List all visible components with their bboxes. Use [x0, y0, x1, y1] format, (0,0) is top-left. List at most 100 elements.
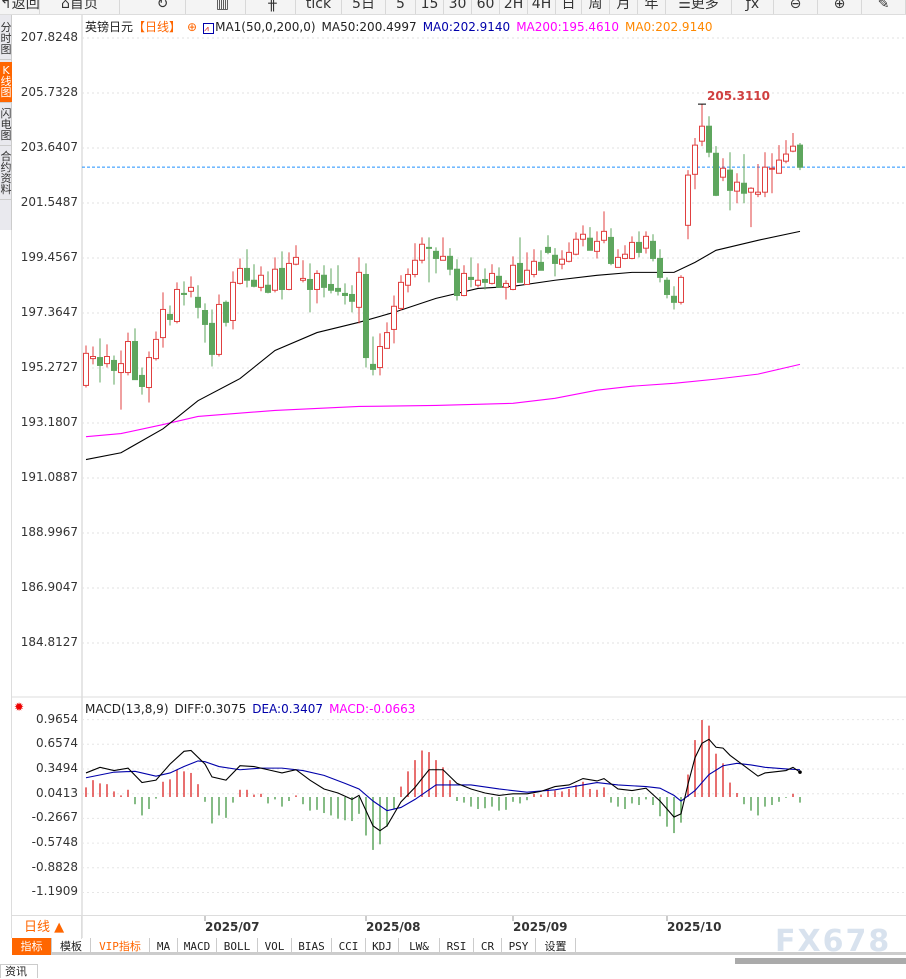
period-tick-button[interactable]: tick [296, 0, 342, 14]
view-tab-2[interactable]: 闪电图 [0, 105, 12, 146]
macd-tick-label: 0.6574 [36, 736, 78, 751]
info-tab[interactable]: 资讯 [0, 964, 38, 978]
candle-body [181, 292, 187, 295]
candle-body [545, 246, 551, 253]
indicator-tab-设置[interactable]: 设置 [536, 938, 576, 955]
period-selector[interactable]: 日线 ▲ [12, 916, 82, 939]
period-5-button[interactable]: 5 [386, 0, 416, 14]
candlestick-button[interactable]: ╫ [250, 0, 296, 14]
candle-body [370, 363, 376, 370]
candle-body [188, 286, 194, 292]
period-30-button[interactable]: 30 [444, 0, 472, 14]
period-周-button[interactable]: 周 [582, 0, 610, 14]
indicator-tab-psy[interactable]: PSY [502, 938, 536, 955]
candle [748, 187, 754, 228]
candle [601, 211, 607, 244]
menu-icon: ☰更多 [678, 0, 719, 12]
candle-body [328, 283, 334, 291]
candle-body [566, 251, 572, 262]
period-年-button[interactable]: 年 [638, 0, 666, 14]
zoom-out-button[interactable]: ⊖ [774, 0, 818, 14]
ma50-line [85, 230, 801, 461]
candle-body [412, 259, 418, 275]
price-tick-label: 191.0887 [20, 470, 78, 484]
candle-body [391, 305, 397, 330]
indicator-tab-vol[interactable]: VOL [258, 938, 292, 955]
period-60-button[interactable]: 60 [472, 0, 500, 14]
candle-body [650, 240, 656, 259]
candle-body [734, 181, 740, 192]
candle [167, 305, 173, 326]
candle-body [272, 268, 278, 291]
candle [433, 247, 439, 274]
refresh-button[interactable]: ↻ [140, 0, 186, 14]
crosshair-icon[interactable]: ⊕ [187, 20, 198, 34]
candle-body [300, 277, 306, 281]
period-2H-button[interactable]: 2H [500, 0, 528, 14]
candle [377, 333, 383, 376]
view-tab-0[interactable]: 分时图 [0, 19, 12, 60]
price-tick-label: 184.8127 [20, 635, 78, 649]
candle [118, 350, 124, 410]
candle [279, 251, 285, 300]
price-tick-label: 193.1807 [20, 415, 78, 429]
indicator-tab-rsi[interactable]: RSI [440, 938, 474, 955]
macd-settings-icon[interactable]: ✹ [14, 700, 25, 714]
home-icon: ⌂首页 [61, 0, 98, 12]
view-tab-3[interactable]: 合约资料 [0, 148, 12, 200]
indicator-tab-vip指标[interactable]: VIP指标 [91, 938, 150, 955]
indicator-tab-lw&[interactable]: LW& [399, 938, 440, 955]
candle [447, 248, 453, 276]
candle [608, 228, 614, 266]
indicator-tab-macd[interactable]: MACD [178, 938, 217, 955]
candle [720, 158, 726, 182]
date-tick-label: 2025/10 [667, 920, 722, 934]
candle [559, 250, 565, 270]
period-4H-button[interactable]: 4H [528, 0, 556, 14]
period-月-button[interactable]: 月 [610, 0, 638, 14]
indicator-tab-模板[interactable]: 模板 [52, 938, 91, 955]
candle [349, 285, 355, 313]
candle-body [790, 145, 796, 152]
indicator-tab-cr[interactable]: CR [474, 938, 502, 955]
candle-body [335, 287, 341, 292]
function-button[interactable]: ƒx [732, 0, 774, 14]
toolbar-label: 5 [396, 0, 405, 12]
period-15-button[interactable]: 15 [416, 0, 444, 14]
indicator-tab-kdj[interactable]: KDJ [366, 938, 399, 955]
period-5日-button[interactable]: 5日 [342, 0, 386, 14]
candle [244, 249, 250, 288]
candle-body [594, 240, 600, 252]
candle-body [692, 144, 698, 175]
candle [762, 152, 768, 198]
menu-button[interactable]: ☰更多 [666, 0, 732, 14]
candle [335, 265, 341, 296]
toolbar-label: tick [305, 0, 332, 12]
ma0-value-2: MA0:202.9140 [624, 20, 713, 34]
indicator-tab-cci[interactable]: CCI [332, 938, 366, 955]
view-tab-1[interactable]: K线图 [0, 62, 12, 103]
price-tick-label: 205.7328 [20, 84, 78, 99]
candle-body [216, 303, 222, 355]
candle [412, 243, 418, 278]
indicator-icon[interactable]: ⩘ [203, 23, 215, 34]
back-button[interactable]: ↰返回 [0, 0, 40, 14]
zoom-in-button[interactable]: ⊕ [818, 0, 862, 14]
macd-tick-label: -0.8828 [31, 859, 78, 874]
bar-chart-button[interactable]: ▥ [200, 0, 246, 14]
indicator-tab-bias[interactable]: BIAS [292, 938, 332, 955]
home-button[interactable]: ⌂首页 [40, 0, 120, 14]
candle [461, 265, 467, 297]
date-tick-label: 2025/08 [366, 920, 421, 934]
pencil-icon: ✎ [877, 0, 890, 12]
candle-body [664, 279, 670, 295]
candle [643, 231, 649, 254]
period-日-button[interactable]: 日 [556, 0, 582, 14]
horizontal-scrollbar[interactable] [735, 958, 906, 964]
indicator-tab-boll[interactable]: BOLL [217, 938, 258, 955]
candle [384, 322, 390, 349]
indicator-tab-ma[interactable]: MA [150, 938, 178, 955]
candle-body [293, 256, 299, 265]
indicator-tab-指标[interactable]: 指标 [12, 938, 52, 955]
